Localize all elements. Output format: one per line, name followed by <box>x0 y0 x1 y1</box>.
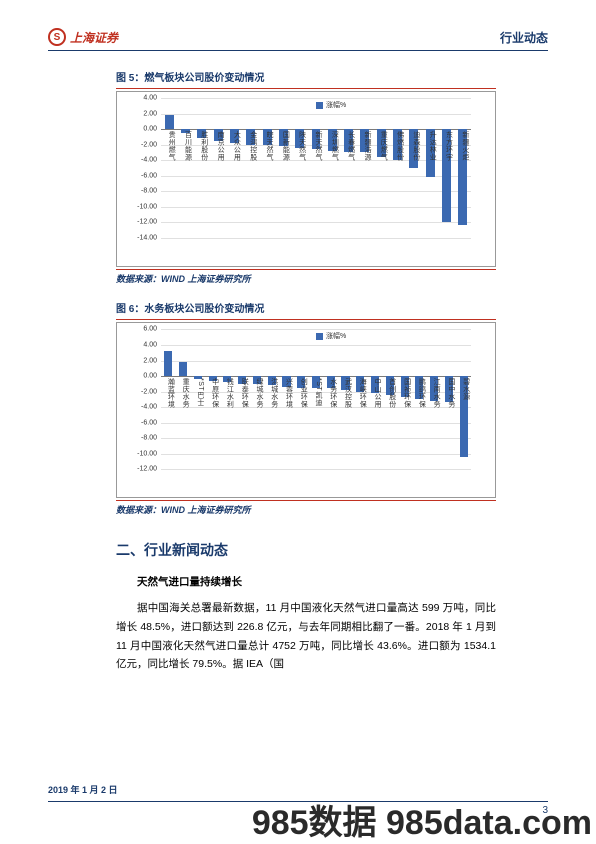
x-tick: 东方环宇 <box>444 131 454 161</box>
y-tick: 6.00 <box>143 326 161 333</box>
bar <box>165 115 174 129</box>
y-tick: -10.00 <box>137 203 161 210</box>
figure-5-bottom-rule <box>116 269 496 270</box>
y-tick: 2.00 <box>143 110 161 117</box>
x-tick: *ST凯迪 <box>313 378 323 406</box>
logo-text: 上海证券 <box>70 29 118 46</box>
x-tick: 国新能源 <box>280 131 290 161</box>
bar <box>179 362 187 376</box>
x-tick: 江南水务 <box>431 378 441 408</box>
bar <box>164 351 172 376</box>
x-tick: 升达林业 <box>427 131 437 161</box>
figure-6-source: 数据来源：WIND 上海证券研究所 <box>116 503 496 517</box>
y-tick: 4.00 <box>143 341 161 348</box>
y-tick: -2.00 <box>141 141 161 148</box>
y-tick: -6.00 <box>141 172 161 179</box>
x-tick: 鹏鹞环保 <box>416 378 426 408</box>
x-tick: 新天然气 <box>313 131 323 161</box>
x-tick: 钱江水利 <box>224 378 234 408</box>
chart-legend: 涨幅% <box>316 100 346 110</box>
figure-5: 图 5：燃气板块公司股价变动情况 4.00 2.00 0.00 -2.00 -4.00 -… <box>116 69 496 286</box>
x-tick: 胜利股份 <box>199 131 209 161</box>
legend-label: 涨幅% <box>326 100 346 110</box>
figure-6-chart-box: 6.00 4.00 2.00 0.00 -2.00 -4.00 -6.00 -8.00 -10.… <box>116 322 496 498</box>
figure-5-source: 数据来源：WIND 上海证券研究所 <box>116 272 496 286</box>
x-tick: 首创股份 <box>387 378 397 408</box>
header-rule <box>48 50 548 51</box>
x-tick: 重庆燃气 <box>378 131 388 161</box>
x-tick: 中原环保 <box>210 378 220 408</box>
x-tick: 金鸿控股 <box>248 131 258 161</box>
figure-6-chart: 6.00 4.00 2.00 0.00 -2.00 -4.00 -6.00 -8.00 -10.… <box>125 327 475 491</box>
x-tick: 创业环保 <box>298 378 308 408</box>
figure-5-title: 图 5：燃气板块公司股价变动情况 <box>116 69 496 86</box>
x-tick: 绿城水务 <box>254 378 264 408</box>
section-2-title: 二、行业新闻动态 <box>116 540 496 560</box>
footer-date: 2019 年 1 月 2 日 <box>48 783 118 796</box>
x-tick: 水务环保 <box>328 378 338 408</box>
x-tick: 联泰环保 <box>239 378 249 408</box>
x-tick: 重庆水务 <box>180 378 190 408</box>
x-tick: 新疆火炬 <box>460 131 470 161</box>
y-tick: -6.00 <box>141 419 161 426</box>
x-tick: 陕天然气 <box>297 131 307 161</box>
y-tick: -12.00 <box>137 219 161 226</box>
x-tick: 瀚蓝环境 <box>165 378 175 408</box>
section-2-body: 据中国海关总署最新数据，11 月中国液化天然气进口量高达 599 万吨，同比增长… <box>116 599 496 675</box>
y-tick: -4.00 <box>141 157 161 164</box>
figure-6-title: 图 6：水务板块公司股价变动情况 <box>116 300 496 317</box>
figure-5-top-rule <box>116 88 496 89</box>
x-tick: 洪城水务 <box>269 378 279 408</box>
y-tick: -14.00 <box>137 235 161 242</box>
x-tick: 皖天然气 <box>264 131 274 161</box>
x-tick: 大众公用 <box>231 131 241 161</box>
x-tick: 兴蓉环境 <box>283 378 293 408</box>
figure-6: 图 6：水务板块公司股价变动情况 6.00 4.00 2.00 0.00 -2.00 -4… <box>116 300 496 517</box>
x-tick: 佛燃股份 <box>395 131 405 161</box>
figure-6-top-rule <box>116 319 496 320</box>
x-tick: 中山公用 <box>372 378 382 408</box>
x-tick: *ST巴士 <box>195 378 205 406</box>
x-tick: 迪森股份 <box>411 131 421 161</box>
y-tick: 0.00 <box>143 126 161 133</box>
x-tick: 长春燃气 <box>346 131 356 161</box>
y-tick: -12.00 <box>137 466 161 473</box>
y-tick: -4.00 <box>141 404 161 411</box>
y-tick: -8.00 <box>141 435 161 442</box>
figure-5-chart: 4.00 2.00 0.00 -2.00 -4.00 -6.00 -8.00 -10.00 -1… <box>125 96 475 260</box>
figure-5-chart-box: 4.00 2.00 0.00 -2.00 -4.00 -6.00 -8.00 -10.00 -1… <box>116 91 496 267</box>
x-tick: 贵州燃气 <box>166 131 176 161</box>
y-tick: -10.00 <box>137 450 161 457</box>
y-tick: -8.00 <box>141 188 161 195</box>
legend-swatch-icon <box>316 102 323 109</box>
x-tick: 海峡环保 <box>357 378 367 408</box>
y-tick: 4.00 <box>143 95 161 102</box>
chart-legend: 涨幅% <box>316 331 346 341</box>
section-2: 二、行业新闻动态 天然气进口量持续增长 据中国海关总署最新数据，11 月中国液化… <box>116 540 496 675</box>
logo-mark-icon: S <box>48 28 66 46</box>
section-2-subheading: 天然气进口量持续增长 <box>116 574 496 589</box>
watermark: 985数据 985data.com <box>252 795 592 844</box>
y-tick: 2.00 <box>143 357 161 364</box>
x-tick: 百川能源 <box>182 131 192 161</box>
x-tick: 南京公用 <box>215 131 225 161</box>
header-right-label: 行业动态 <box>500 29 548 46</box>
x-tick: 新疆浩源 <box>362 131 372 161</box>
x-tick: 国中水务 <box>446 378 456 408</box>
x-tick: 武汉控股 <box>343 378 353 408</box>
y-tick: 0.00 <box>143 373 161 380</box>
legend-swatch-icon <box>316 333 323 340</box>
figure-6-bottom-rule <box>116 500 496 501</box>
page-header: S 上海证券 行业动态 <box>48 28 548 46</box>
x-tick: 碧水源 <box>461 378 471 401</box>
x-tick: 深圳燃气 <box>329 131 339 161</box>
x-tick: 国祯环保 <box>402 378 412 408</box>
y-tick: -2.00 <box>141 388 161 395</box>
brand-logo: S 上海证券 <box>48 28 118 46</box>
legend-label: 涨幅% <box>326 331 346 341</box>
